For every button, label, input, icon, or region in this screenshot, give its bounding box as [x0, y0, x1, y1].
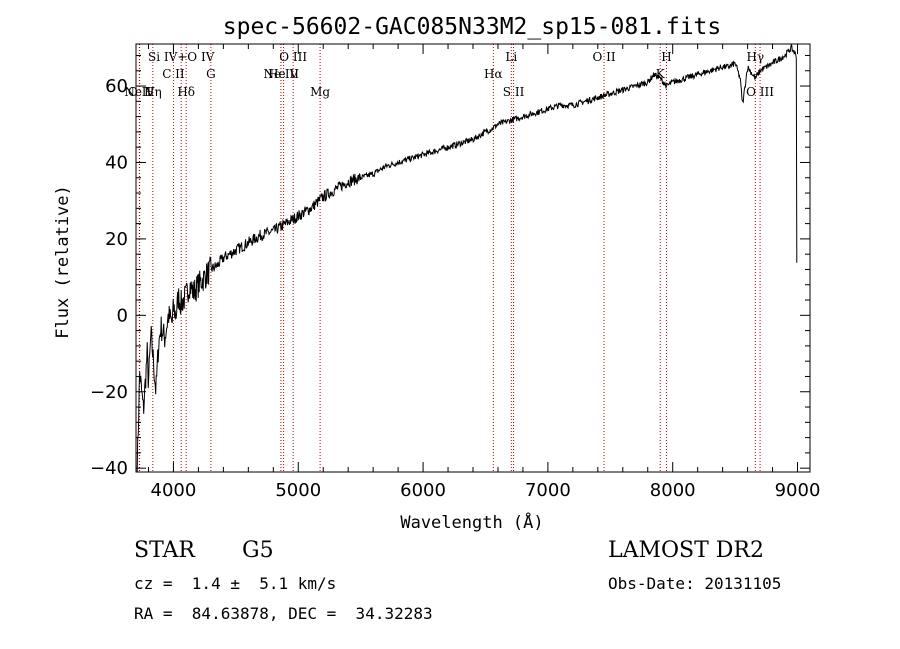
object-subclass: G5	[242, 538, 274, 563]
x-tick-label: 6000	[400, 480, 446, 501]
axes: 4000 5000 6000 7000 8000 9000 −40 −20 0 20 40 60	[90, 43, 821, 501]
spectral-line-label: K	[656, 67, 666, 81]
x-axis-label: Wavelength (Å)	[400, 511, 543, 533]
y-tick-label: −20	[90, 382, 128, 403]
spectral-line-label: Hα	[484, 67, 503, 81]
spectral-line-label: C II	[162, 67, 185, 81]
spectral-line-label: Ne IV	[263, 67, 298, 81]
spectral-line-label: Hγ	[747, 50, 765, 64]
y-tick-label: 60	[105, 76, 128, 97]
x-tick-label: 5000	[275, 480, 321, 501]
spectral-line-label: He II	[268, 67, 299, 81]
y-tick-label: −40	[90, 458, 128, 479]
spectral-line-label: S II	[503, 85, 525, 99]
spectral-line-label: O III	[279, 50, 307, 64]
spectral-line-label: G	[206, 67, 216, 81]
spectral-line-label: O II	[128, 85, 151, 99]
chart-title: spec-56602-GAC085N33M2_sp15-081.fits	[223, 14, 722, 40]
spectral-line-label: Hη	[144, 85, 162, 99]
y-tick-label: 40	[105, 152, 128, 173]
redshift-cz: cz = 1.4 ± 5.1 km/s	[134, 574, 337, 593]
flux-series-line	[136, 43, 798, 473]
x-tick-label: 8000	[650, 480, 696, 501]
object-class: STAR	[134, 538, 195, 563]
spectral-line-label: Hδ	[177, 85, 195, 99]
y-axis-label: Flux (relative)	[53, 185, 73, 339]
x-tick-label: 9000	[775, 480, 821, 501]
plot-frame	[135, 43, 811, 473]
survey-name: LAMOST DR2	[608, 538, 764, 563]
observation-date: Obs-Date: 20131105	[608, 574, 782, 593]
spectral-line-label: H	[661, 50, 671, 64]
y-tick-label: 0	[117, 305, 128, 326]
spectral-line-label: Li	[505, 50, 517, 64]
spectral-line-label: Mg	[310, 85, 330, 99]
spectral-line-label: O II	[592, 50, 615, 64]
spectral-line-label: O III	[746, 85, 774, 99]
coordinates: RA = 84.63878, DEC = 34.32283	[134, 604, 433, 623]
y-tick-label: 20	[105, 229, 128, 250]
spectral-line-label: Si IV+O IV	[148, 50, 215, 64]
x-tick-label: 4000	[151, 480, 197, 501]
x-tick-label: 7000	[525, 480, 571, 501]
